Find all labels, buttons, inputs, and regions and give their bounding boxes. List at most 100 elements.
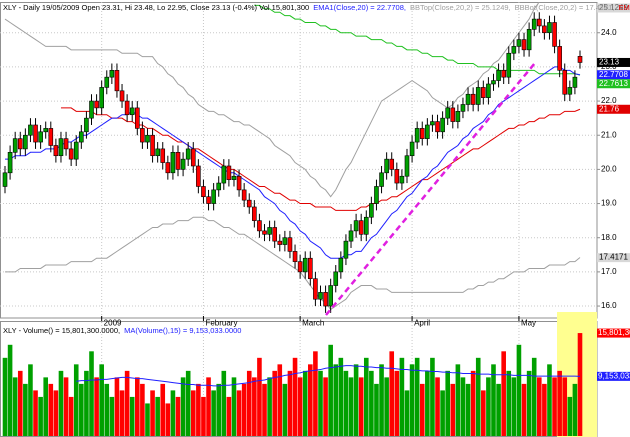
candle-body xyxy=(302,257,308,273)
candle-body xyxy=(58,138,64,157)
volume-bar xyxy=(99,364,104,436)
candle-body xyxy=(445,107,450,119)
candle-body xyxy=(272,227,277,242)
candle-body xyxy=(89,100,94,119)
y-tick-label: 16.0 xyxy=(601,301,617,310)
candle-body xyxy=(430,121,435,126)
candle-body xyxy=(43,128,49,133)
candle-body xyxy=(414,128,420,143)
volume-bar xyxy=(33,390,38,436)
candle-body xyxy=(328,285,333,307)
volume-bar xyxy=(236,390,242,436)
header-part: EMA1(Close,20) = 22.7708, xyxy=(313,3,406,12)
candle-body xyxy=(2,172,8,187)
x-tick-label: May xyxy=(521,319,536,328)
price-label: 22.7708 xyxy=(599,70,628,79)
volume-bar xyxy=(404,390,410,436)
volume-bar xyxy=(277,364,283,436)
candle-body xyxy=(48,128,54,146)
candle-body xyxy=(226,165,232,180)
volume-bar xyxy=(343,370,349,436)
y-tick-label: 17.0 xyxy=(601,267,617,276)
candle-body xyxy=(419,128,425,139)
volume-bar xyxy=(409,364,415,436)
candle-body xyxy=(68,148,74,160)
candle-body xyxy=(577,56,583,63)
price-label-box xyxy=(597,70,630,80)
volume-bar xyxy=(374,383,379,436)
volume-bar xyxy=(68,396,74,436)
candle-body xyxy=(196,165,201,187)
volume-bar xyxy=(526,370,532,436)
header-part: EMA2(Close,50) = 21.7 xyxy=(619,3,630,12)
candle-body xyxy=(99,87,104,109)
volume-plot xyxy=(2,322,583,436)
price-plot xyxy=(0,2,597,318)
volume-bar xyxy=(363,357,369,436)
volume-bar xyxy=(567,396,573,436)
price-label: 25.1249 xyxy=(599,3,628,12)
candle-body xyxy=(206,196,211,204)
volume-bar xyxy=(94,377,99,436)
indicator-line xyxy=(4,2,541,198)
volume-bar xyxy=(460,377,466,436)
candle-body xyxy=(180,158,186,170)
candle-body xyxy=(277,240,283,245)
volume-bar xyxy=(165,403,171,436)
volume-bar xyxy=(185,370,191,436)
candle-body xyxy=(231,175,237,180)
price-label-box xyxy=(597,3,630,13)
candle-body xyxy=(201,186,206,198)
volume-bar xyxy=(425,370,430,436)
candle-body xyxy=(552,22,557,47)
candle-body xyxy=(28,124,33,136)
candle-body xyxy=(460,104,466,112)
candle-body xyxy=(7,152,13,174)
candle-body xyxy=(425,124,430,139)
volume-ma-line xyxy=(76,365,581,387)
candle-body xyxy=(481,87,486,98)
volume-bar xyxy=(104,383,110,436)
volume-bar xyxy=(135,377,140,436)
candle-body xyxy=(165,162,171,174)
candle-body xyxy=(282,237,288,245)
y-tick-label: 20.0 xyxy=(601,165,617,174)
volume-bar xyxy=(379,364,384,436)
volume-bar xyxy=(414,357,420,436)
volume-bar xyxy=(572,383,578,436)
volume-bar xyxy=(211,390,216,436)
volume-label: 9,153,033 xyxy=(598,371,630,380)
volume-bar xyxy=(384,377,389,436)
candle-body xyxy=(542,25,547,34)
volume-bar xyxy=(150,390,155,436)
candle-body xyxy=(170,152,176,174)
volume-bar xyxy=(129,396,135,436)
candle-body xyxy=(236,175,242,191)
price-label: 23.13 xyxy=(599,58,620,67)
volume-bar xyxy=(53,390,59,436)
volume-bar xyxy=(318,370,323,436)
x-tick-label: March xyxy=(302,319,324,328)
volume-bar xyxy=(501,351,506,436)
x-tick-label: 2009 xyxy=(104,319,122,328)
price-label: 17.4171 xyxy=(599,253,628,262)
volume-bar xyxy=(58,370,64,436)
candle-body xyxy=(450,107,456,122)
volume-bar xyxy=(521,383,527,436)
volume-bar xyxy=(180,377,186,436)
volume-bar xyxy=(145,403,150,436)
volume-bar xyxy=(221,370,227,436)
volume-bar xyxy=(491,364,496,436)
candle-body xyxy=(404,155,410,177)
volume-bar xyxy=(552,377,557,436)
volume-bar xyxy=(470,370,476,436)
volume-bar xyxy=(114,377,120,436)
candle-body xyxy=(94,100,99,109)
volume-bar xyxy=(216,383,222,436)
volume-bar xyxy=(394,370,400,436)
header-part: BBTop(Close,20,2) = 25.1249, xyxy=(410,3,511,12)
candle-body xyxy=(557,46,562,71)
candle-body xyxy=(369,203,374,218)
candle-body xyxy=(384,158,389,174)
